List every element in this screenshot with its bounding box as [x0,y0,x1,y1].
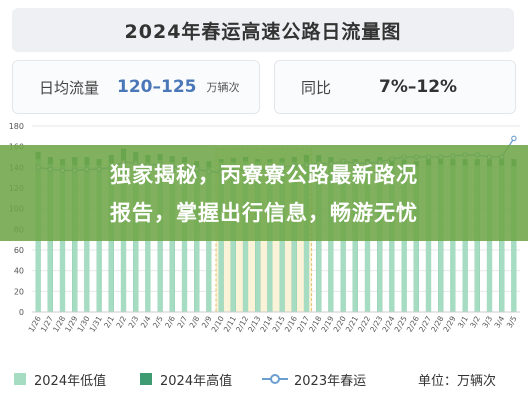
year-on-year-value: 7%–12% [379,77,458,97]
x-tick-label: 2/8 [188,314,202,329]
y-tick-label: 20 [14,287,24,296]
legend-swatch-high [140,373,152,385]
unit-label: 单位：万辆次 [418,373,497,389]
x-tick-label: 1/31 [88,314,104,333]
legend-item-prev: 2023年春运 [262,364,366,394]
x-tick-label: 2/1 [102,314,116,329]
x-tick-label: 3/3 [480,314,494,329]
year-on-year-label: 同比 [301,78,332,97]
legend-label-prev: 2023年春运 [294,373,367,389]
legend-label-low: 2024年低值 [34,373,107,389]
x-tick-label: 2/6 [163,314,177,329]
x-tick-label: 3/2 [468,314,482,329]
x-tick-label: 3/1 [456,314,470,329]
x-tick-label: 2/2 [114,314,128,329]
point-2023 [511,135,517,142]
year-on-year-panel: 同比 7%–12% [274,60,516,114]
legend-swatch-low [14,373,26,385]
y-tick-label: 0 [19,308,24,317]
average-flow-label: 日均流量 [39,78,100,97]
x-tick-label: 2/7 [175,314,189,329]
legend-item-high: 2024年高值 [140,364,232,394]
chart-legend: 2024年低值 2024年高值 2023年春运 单位：万辆次 [0,364,528,394]
headline-line-1: 独家揭秘，丙寮寮公路最新路况 [110,163,418,187]
x-tick-label: 2/4 [139,314,153,329]
headline-banner: 独家揭秘，丙寮寮公路最新路况 报告，掌握出行信息，畅游无忧 [0,145,528,241]
y-tick-label: 40 [14,267,24,276]
x-tick-label: 2/3 [127,314,141,329]
x-tick-label: 3/5 [505,314,519,329]
average-flow-panel: 日均流量 120–125 万辆次 [12,60,260,114]
x-tick-label: 2/29 [441,314,457,333]
legend-line-marker-icon [262,374,288,384]
legend-item-low: 2024年低值 [14,364,106,394]
chart-title: 2024年春运高速公路日流量图 [12,8,514,52]
y-tick-label: 180 [9,122,24,131]
legend-label-high: 2024年高值 [160,373,233,389]
headline-line-2: 报告，掌握出行信息，畅游无忧 [110,201,418,225]
x-tick-label: 3/4 [493,314,507,329]
x-tick-label: 2/5 [151,314,165,329]
y-tick-label: 60 [14,246,24,255]
average-flow-value: 120–125 [117,77,197,97]
average-flow-unit: 万辆次 [206,81,240,94]
